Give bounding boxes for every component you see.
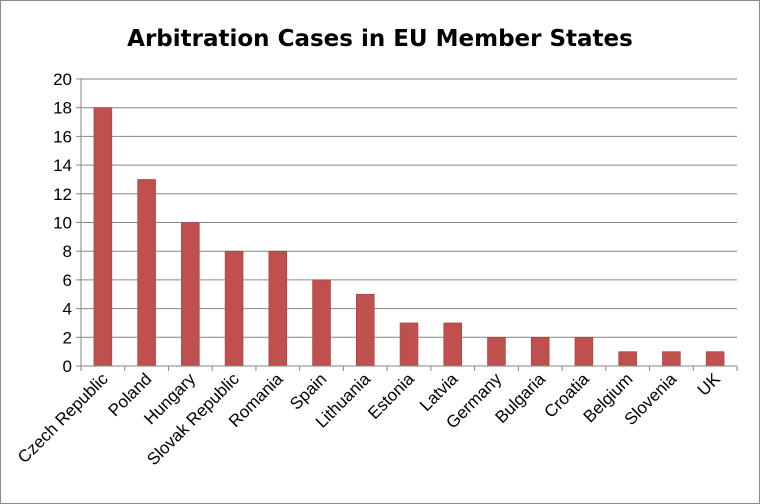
y-tick-label: 4 <box>63 300 72 319</box>
bar <box>93 107 113 367</box>
bar <box>487 336 506 367</box>
y-tick-label: 14 <box>53 156 72 175</box>
bar <box>618 351 637 367</box>
y-tick-labels: 0 2 4 6 8 10 12 14 16 18 20 <box>53 70 72 376</box>
y-tick-label: 0 <box>63 357 72 376</box>
y-tick-label: 8 <box>63 242 72 261</box>
bar <box>399 322 419 367</box>
bar <box>181 222 200 367</box>
x-category-label: Bulgaria <box>491 369 549 427</box>
bar <box>356 293 375 367</box>
chart-title: Arbitration Cases in EU Member States <box>127 26 633 52</box>
bar <box>268 250 288 367</box>
x-category-label: Czech Republic <box>14 369 112 467</box>
x-category-label: UK <box>694 369 725 400</box>
bar <box>137 179 156 367</box>
y-tick-label: 12 <box>53 185 72 204</box>
y-tick-label: 6 <box>63 271 72 290</box>
gridlines <box>81 78 737 338</box>
bar <box>574 336 594 367</box>
y-tick-label: 20 <box>53 70 72 89</box>
y-tick-label: 16 <box>53 127 72 146</box>
y-tick-label: 2 <box>63 328 72 347</box>
axes <box>76 78 738 371</box>
y-tick-label: 18 <box>53 99 72 118</box>
y-tick-label: 10 <box>53 214 72 233</box>
bar <box>312 279 331 367</box>
bar <box>662 351 681 367</box>
x-category-label: Estonia <box>364 369 418 423</box>
bar <box>530 336 550 367</box>
bar <box>705 351 725 367</box>
bar <box>443 322 462 367</box>
bar <box>224 250 244 367</box>
bars <box>93 107 725 367</box>
